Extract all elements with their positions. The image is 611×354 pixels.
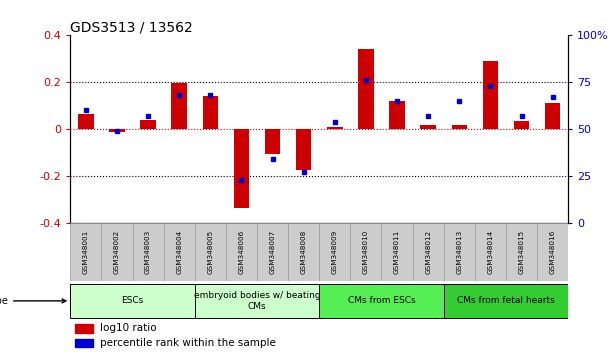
Bar <box>288 223 320 281</box>
Bar <box>514 121 529 129</box>
Bar <box>78 114 93 129</box>
Bar <box>358 50 374 129</box>
Bar <box>350 223 381 281</box>
Bar <box>75 338 93 347</box>
Text: GSM348015: GSM348015 <box>519 230 525 274</box>
Text: GSM348007: GSM348007 <box>269 230 276 274</box>
Bar <box>164 223 195 281</box>
Bar <box>483 61 498 129</box>
Bar <box>320 284 444 318</box>
Text: GSM348011: GSM348011 <box>394 230 400 274</box>
Bar <box>172 84 187 129</box>
Bar <box>101 223 133 281</box>
Bar <box>545 103 560 129</box>
Bar <box>109 129 125 132</box>
Text: CMs from fetal hearts: CMs from fetal hearts <box>457 296 555 306</box>
Bar <box>444 284 568 318</box>
Bar <box>452 125 467 129</box>
Bar <box>475 223 506 281</box>
Bar <box>320 223 350 281</box>
Bar <box>381 223 412 281</box>
Bar <box>141 120 156 129</box>
Text: GSM348008: GSM348008 <box>301 230 307 274</box>
Text: GSM348014: GSM348014 <box>488 230 494 274</box>
Bar <box>202 96 218 129</box>
Bar <box>70 223 101 281</box>
Bar <box>195 223 226 281</box>
Bar <box>233 129 249 208</box>
Text: embryoid bodies w/ beating
CMs: embryoid bodies w/ beating CMs <box>194 291 320 310</box>
Text: log10 ratio: log10 ratio <box>100 324 157 333</box>
Bar <box>444 223 475 281</box>
Text: CMs from ESCs: CMs from ESCs <box>348 296 415 306</box>
Bar <box>195 284 320 318</box>
Text: GSM348005: GSM348005 <box>207 230 213 274</box>
Text: GSM348004: GSM348004 <box>176 230 182 274</box>
Text: GSM348010: GSM348010 <box>363 230 369 274</box>
Bar <box>265 129 280 154</box>
Text: GSM348016: GSM348016 <box>550 230 555 274</box>
Bar <box>389 101 405 129</box>
Bar <box>133 223 164 281</box>
Text: GSM348002: GSM348002 <box>114 230 120 274</box>
Bar <box>412 223 444 281</box>
Bar <box>75 324 93 333</box>
Text: ESCs: ESCs <box>122 296 144 306</box>
Text: GDS3513 / 13562: GDS3513 / 13562 <box>70 20 193 34</box>
Text: GSM348009: GSM348009 <box>332 230 338 274</box>
Bar <box>327 127 343 129</box>
Bar <box>70 284 195 318</box>
Text: GSM348012: GSM348012 <box>425 230 431 274</box>
Text: percentile rank within the sample: percentile rank within the sample <box>100 338 276 348</box>
Bar <box>257 223 288 281</box>
Bar <box>420 125 436 129</box>
Bar <box>296 129 312 170</box>
Bar <box>506 223 537 281</box>
Text: GSM348003: GSM348003 <box>145 230 151 274</box>
Text: GSM348001: GSM348001 <box>83 230 89 274</box>
Text: cell type: cell type <box>0 296 66 306</box>
Bar <box>226 223 257 281</box>
Text: GSM348013: GSM348013 <box>456 230 463 274</box>
Text: GSM348006: GSM348006 <box>238 230 244 274</box>
Bar <box>537 223 568 281</box>
